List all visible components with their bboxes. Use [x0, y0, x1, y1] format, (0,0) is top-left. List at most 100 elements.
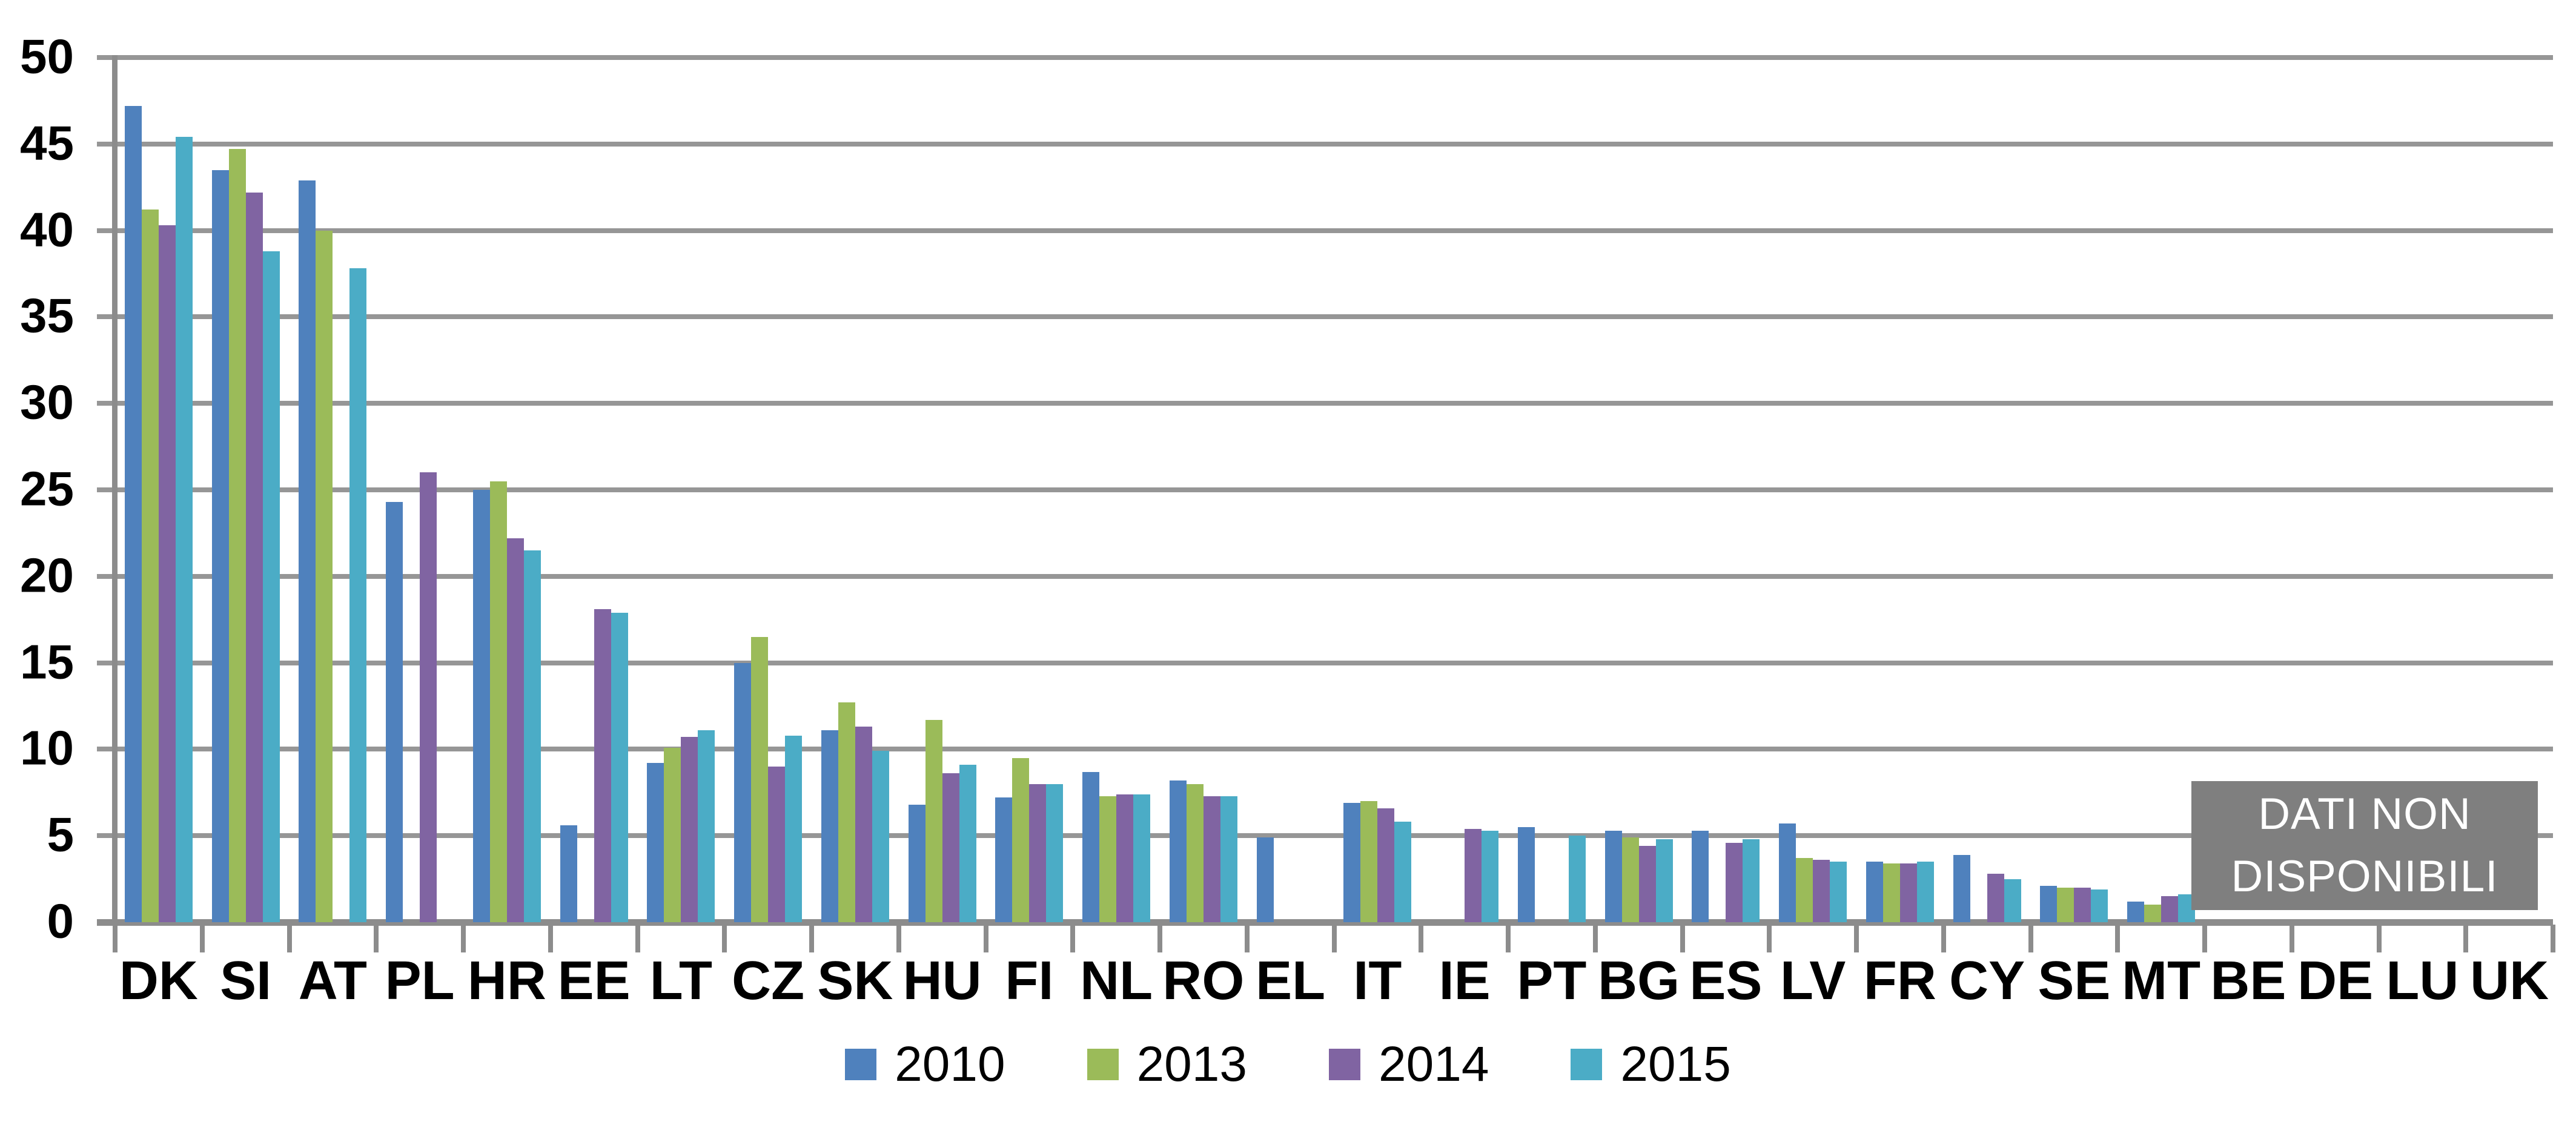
bar-SE-2013: [2057, 887, 2074, 922]
bar-LV-2015: [1830, 862, 1847, 922]
legend-label-2015: 2015: [1620, 1037, 1731, 1092]
bar-EE-2014: [594, 609, 611, 922]
bar-CZ-2014: [768, 766, 786, 922]
gridline-35: [97, 314, 2553, 320]
x-axis-label-DK: DK: [119, 951, 198, 1011]
y-axis-tick-label-20: 20: [20, 548, 74, 602]
x-axis-tick: [722, 925, 727, 952]
bar-LV-2010: [1779, 823, 1796, 922]
bar-FI-2013: [1012, 757, 1030, 922]
bar-SI-2014: [245, 192, 263, 922]
bar-FR-2010: [1866, 862, 1883, 922]
x-axis-label-PL: PL: [385, 951, 455, 1011]
bar-HU-2010: [908, 804, 925, 922]
x-axis-label-FR: FR: [1863, 951, 1936, 1011]
y-axis-tick-label-40: 40: [20, 202, 74, 256]
bar-MT-2014: [2161, 896, 2179, 922]
y-axis-tick-label-45: 45: [20, 116, 74, 170]
gridline-50: [97, 55, 2553, 60]
bar-HU-2014: [942, 773, 959, 922]
x-axis-line: [97, 919, 2553, 926]
bar-FR-2013: [1882, 863, 1900, 922]
x-axis-tick: [2551, 925, 2555, 952]
legend: 2010 2013 2014 2015: [0, 1037, 2576, 1092]
x-axis-label-CZ: CZ: [732, 951, 805, 1011]
bar-FR-2015: [1916, 862, 1934, 922]
bar-SI-2015: [262, 251, 280, 922]
bar-CZ-2015: [785, 735, 803, 922]
bar-SE-2010: [2040, 886, 2058, 922]
x-axis-tick: [1244, 925, 1250, 952]
x-axis-tick: [1331, 925, 1337, 952]
x-axis-label-DE: DE: [2297, 951, 2374, 1011]
bar-HR-2013: [489, 481, 507, 922]
x-axis-label-CY: CY: [1949, 951, 2025, 1011]
gridline-25: [97, 487, 2553, 492]
bar-PL-2010: [386, 501, 403, 922]
bar-SE-2015: [2091, 889, 2108, 922]
bar-ES-2010: [1692, 830, 1709, 922]
x-axis-tick: [199, 925, 205, 952]
bar-AT-2010: [299, 180, 316, 922]
bar-LV-2013: [1796, 858, 1813, 922]
x-axis-tick: [2028, 925, 2033, 952]
legend-label-2014: 2014: [1379, 1037, 1489, 1092]
bar-LV-2014: [1813, 860, 1830, 922]
bar-IE-2014: [1465, 828, 1482, 922]
x-axis-tick: [1767, 925, 1772, 952]
bar-ES-2014: [1726, 842, 1743, 922]
legend-swatch-2015: [1571, 1049, 1603, 1080]
x-axis-tick: [461, 925, 466, 952]
bar-MT-2010: [2127, 901, 2145, 922]
bar-BG-2013: [1621, 837, 1639, 922]
bar-LT-2014: [681, 737, 698, 922]
x-axis-tick: [2289, 925, 2294, 952]
x-axis-label-RO: RO: [1162, 951, 1245, 1011]
legend-label-2010: 2010: [895, 1037, 1005, 1092]
bar-EE-2015: [611, 612, 628, 922]
y-axis-line: [112, 55, 118, 926]
legend-swatch-2013: [1087, 1049, 1119, 1080]
bar-NL-2014: [1116, 794, 1134, 922]
bar-RO-2010: [1169, 780, 1187, 922]
x-axis-tick: [983, 925, 988, 952]
gridline-30: [97, 401, 2553, 406]
x-axis-label-HU: HU: [902, 951, 982, 1011]
bar-SK-2014: [855, 727, 872, 922]
bar-ES-2015: [1743, 839, 1760, 922]
bar-IT-2015: [1394, 822, 1412, 922]
no-data-line-1: DATI NON: [2258, 790, 2471, 839]
x-axis-tick: [1506, 925, 1511, 952]
bar-PT-2015: [1568, 836, 1586, 922]
legend-item-2014: 2014: [1329, 1040, 1489, 1089]
gridline-20: [97, 573, 2553, 579]
x-axis-tick: [2376, 925, 2382, 952]
bar-PT-2010: [1517, 827, 1535, 922]
x-axis-label-SI: SI: [220, 951, 272, 1011]
x-axis-tick: [1419, 925, 1424, 952]
bar-FI-2015: [1046, 784, 1064, 922]
bar-IT-2014: [1377, 808, 1395, 922]
no-data-line-2: DISPONIBILI: [2231, 851, 2498, 901]
bar-HU-2013: [925, 719, 942, 922]
bar-MT-2013: [2144, 905, 2162, 922]
bar-IT-2013: [1360, 801, 1378, 922]
bar-IE-2015: [1482, 830, 1499, 922]
bar-IT-2010: [1343, 802, 1361, 922]
bar-FR-2014: [1899, 863, 1917, 922]
bar-BG-2015: [1655, 839, 1673, 922]
legend-item-2013: 2013: [1087, 1040, 1247, 1089]
bar-AT-2013: [316, 230, 333, 922]
bar-BG-2014: [1638, 846, 1656, 922]
bar-SI-2010: [211, 170, 229, 922]
x-axis-label-IT: IT: [1353, 951, 1402, 1011]
x-axis-label-LT: LT: [649, 951, 713, 1011]
legend-swatch-2010: [845, 1049, 877, 1080]
bar-RO-2014: [1203, 796, 1220, 922]
x-axis-label-SK: SK: [817, 951, 893, 1011]
x-axis-tick: [113, 925, 118, 952]
x-axis-tick: [896, 925, 901, 952]
x-axis-tick: [286, 925, 292, 952]
x-axis-label-LV: LV: [1780, 951, 1846, 1011]
gridline-40: [97, 228, 2553, 233]
